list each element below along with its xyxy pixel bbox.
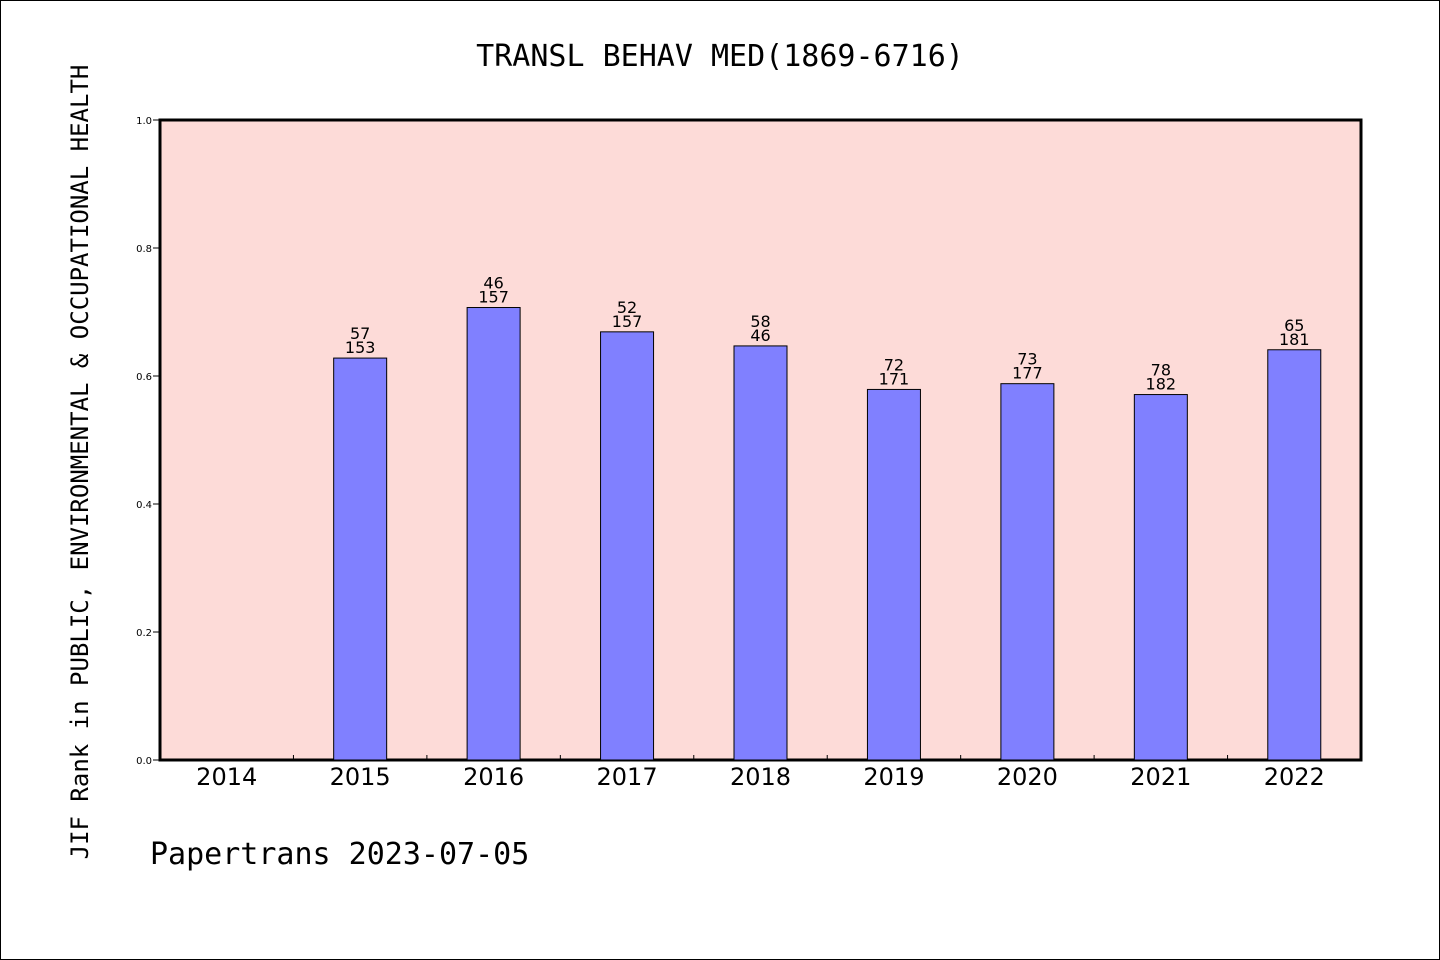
bar-rank-label: 78 bbox=[1151, 361, 1171, 380]
bar-2022 bbox=[1267, 349, 1322, 761]
y-tick-label: 0.8 bbox=[136, 244, 152, 255]
bar-rank-label: 72 bbox=[884, 355, 904, 374]
y-tick-label: 1.0 bbox=[136, 116, 152, 127]
x-tick-label: 2016 bbox=[463, 763, 524, 791]
y-axis-label: JIF Rank in PUBLIC, ENVIRONMENTAL & OCCU… bbox=[66, 65, 94, 860]
x-tick-label: 2021 bbox=[1130, 763, 1191, 791]
x-tick-label: 2019 bbox=[863, 763, 924, 791]
bar-2018 bbox=[733, 345, 788, 761]
bar-rank-label: 52 bbox=[617, 298, 637, 317]
bar-2019 bbox=[866, 388, 921, 761]
bar-rank-label: 46 bbox=[483, 274, 503, 293]
bar-2016 bbox=[466, 307, 521, 761]
bar-2020 bbox=[1000, 383, 1055, 761]
bar-total-label: 157 bbox=[478, 288, 509, 307]
bar-2015 bbox=[333, 357, 388, 761]
chart-title: TRANSL BEHAV MED(1869-6716) bbox=[476, 39, 964, 74]
x-tick-label: 2022 bbox=[1264, 763, 1325, 791]
bar-total-label: 171 bbox=[879, 369, 910, 388]
bar-total-label: 177 bbox=[1012, 364, 1043, 383]
y-tick-label: 0.2 bbox=[136, 628, 152, 639]
bar-2017 bbox=[600, 331, 655, 761]
bar-rank-label: 65 bbox=[1284, 316, 1304, 335]
bar-total-label: 182 bbox=[1146, 375, 1177, 394]
bar-total-label: 153 bbox=[345, 338, 376, 357]
bar-rank-label: 58 bbox=[750, 312, 770, 331]
y-tick-label: 0.4 bbox=[136, 500, 152, 511]
x-tick-label: 2015 bbox=[330, 763, 391, 791]
bar-total-label: 157 bbox=[612, 312, 643, 331]
bar-total-label: 181 bbox=[1279, 330, 1310, 349]
x-tick-label: 2017 bbox=[597, 763, 658, 791]
bar-2021 bbox=[1133, 394, 1188, 761]
y-tick-label: 0.0 bbox=[136, 756, 152, 767]
footer-credit: Papertrans 2023-07-05 bbox=[150, 837, 529, 872]
y-axis: 0.0 0.2 0.4 0.6 0.8 1.0 bbox=[136, 116, 160, 767]
bar-rank-label: 57 bbox=[350, 324, 370, 343]
y-tick-label: 0.6 bbox=[136, 372, 152, 383]
x-axis: 2014 2015 2016 2017 2018 2019 2020 2021 2022 bbox=[196, 755, 1325, 791]
bars-layer bbox=[333, 307, 1322, 761]
bar-total-label: 46 bbox=[750, 326, 770, 345]
x-tick-label: 2014 bbox=[196, 763, 257, 791]
bar-rank-label: 73 bbox=[1017, 350, 1037, 369]
x-tick-label: 2020 bbox=[997, 763, 1058, 791]
x-tick-label: 2018 bbox=[730, 763, 791, 791]
